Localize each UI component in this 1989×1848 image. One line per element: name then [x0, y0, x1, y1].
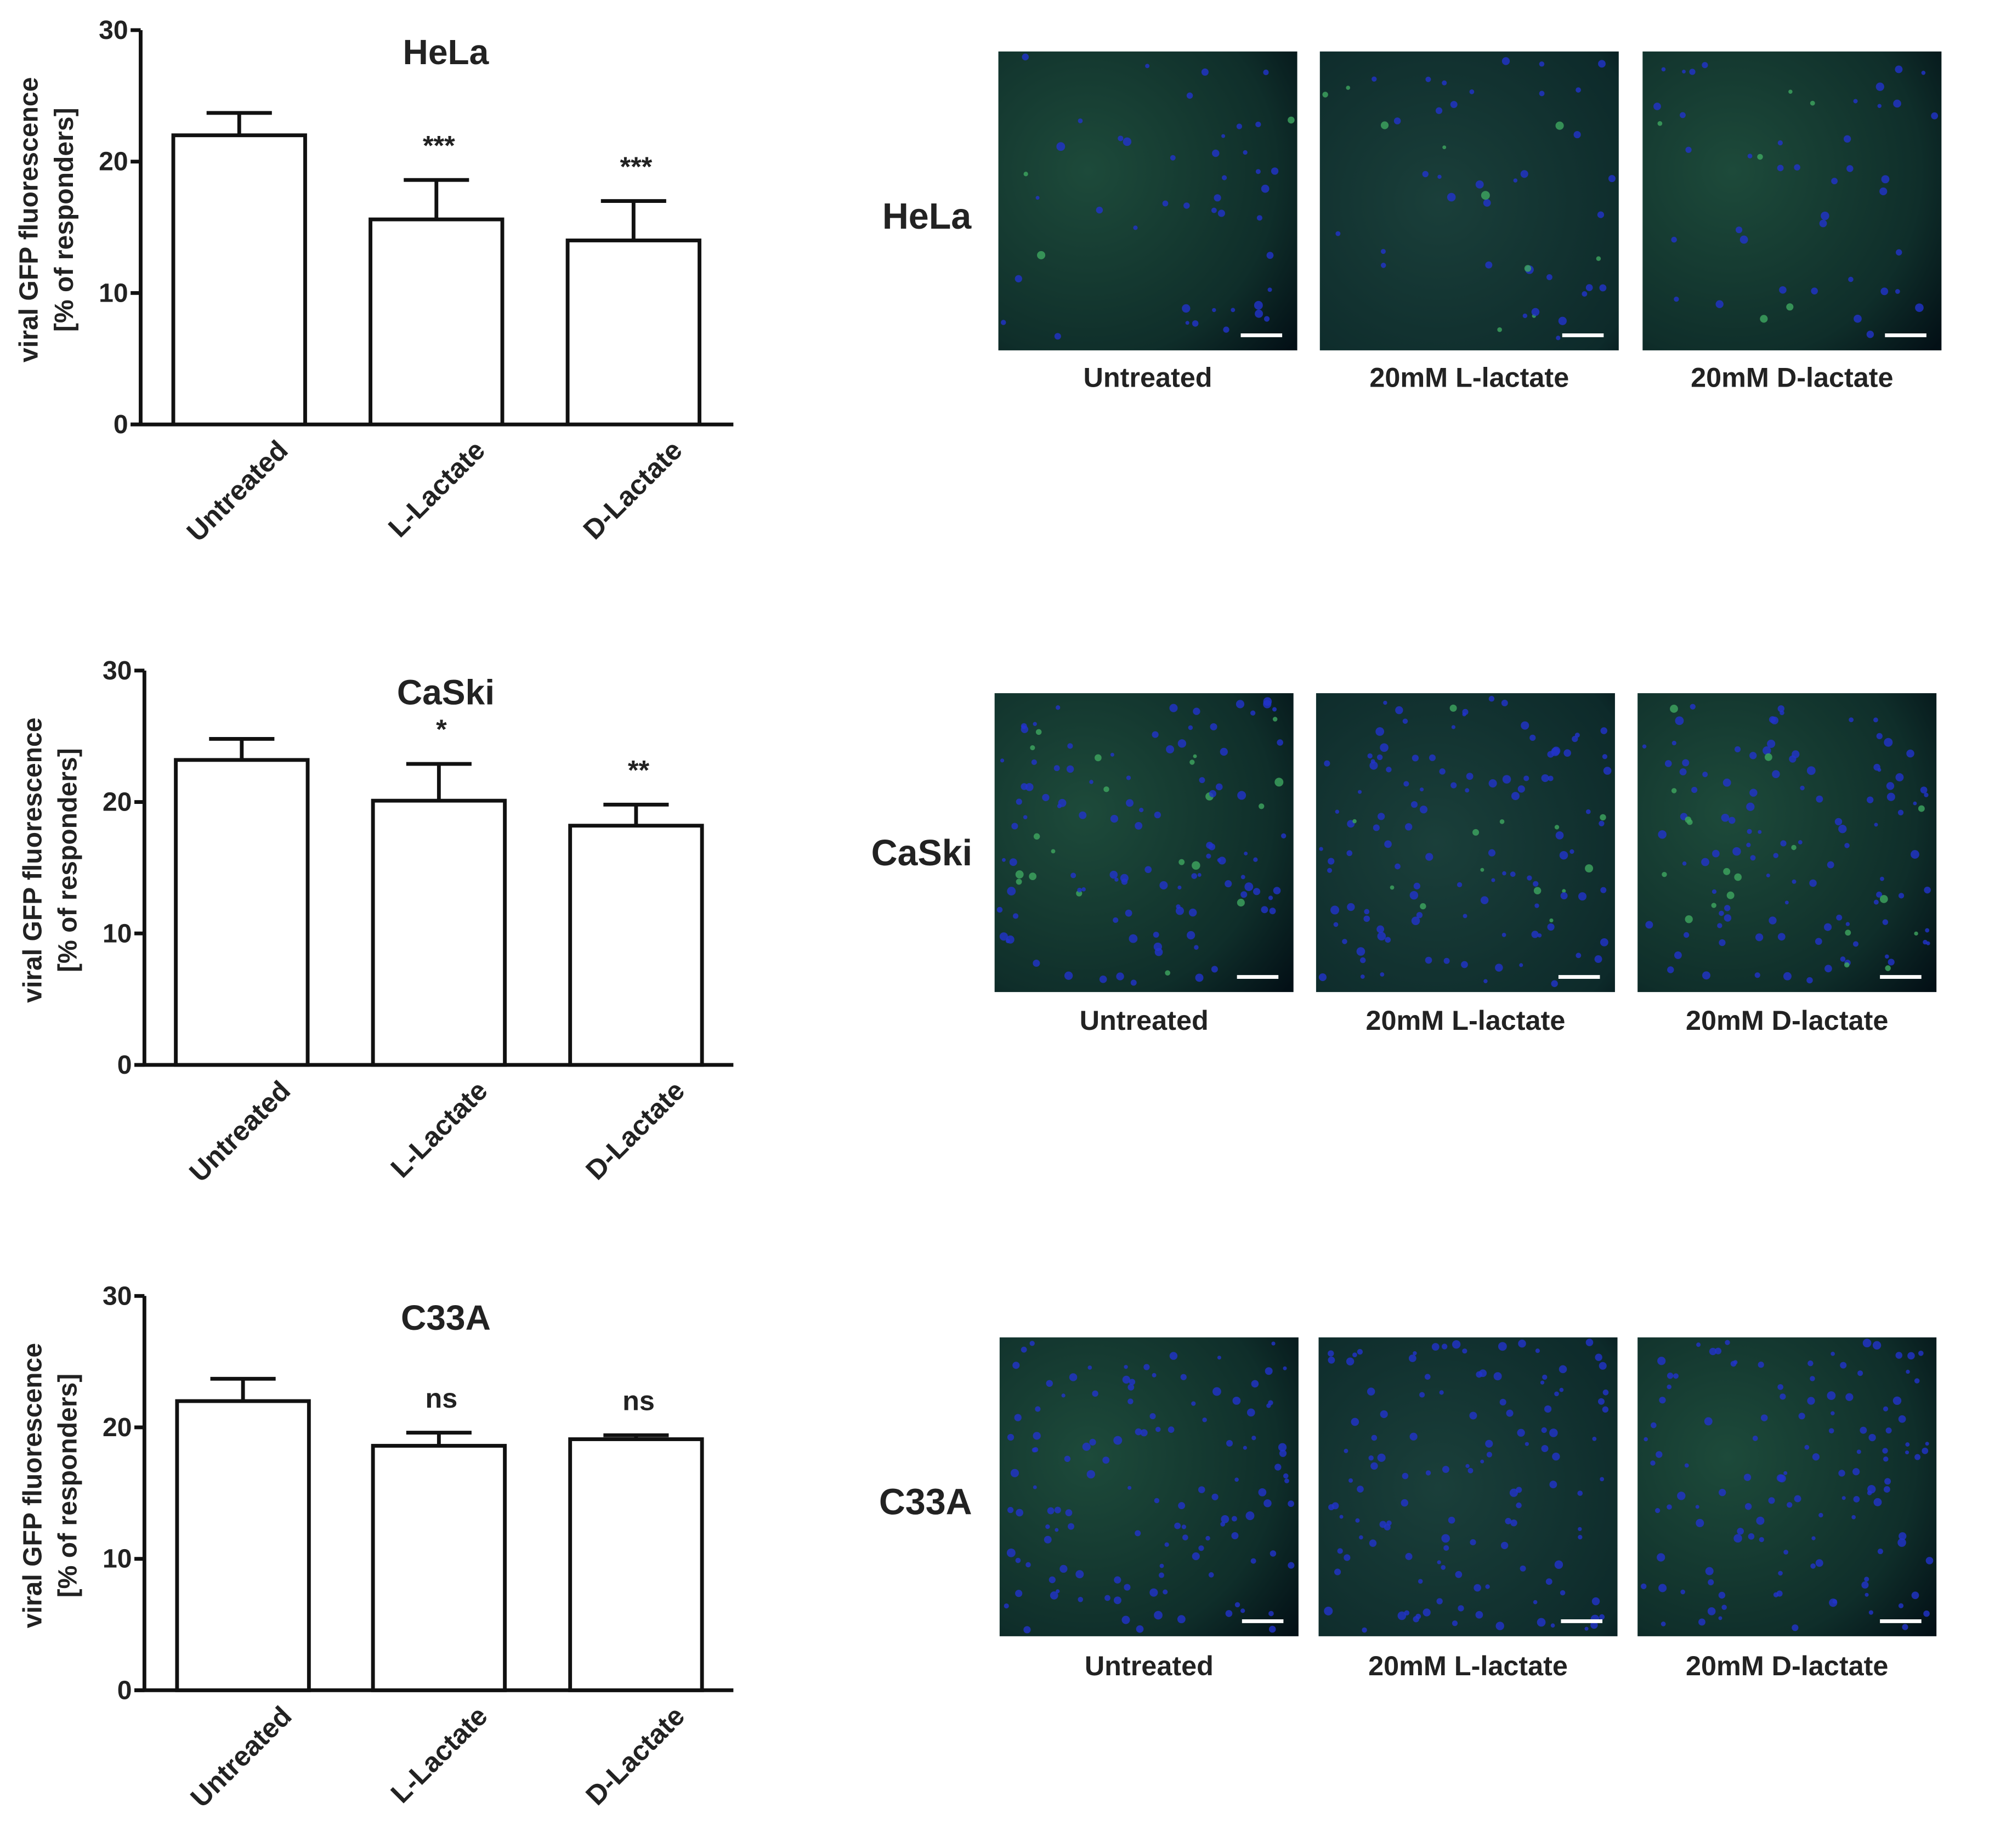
- y-axis-label: [% of responders]: [53, 1374, 83, 1598]
- y-tick-label: 0: [117, 1675, 132, 1705]
- y-tick-label: 20: [103, 787, 132, 817]
- x-tick-label: L-Lactate: [384, 1075, 494, 1184]
- micrograph: [1316, 693, 1615, 993]
- cells: [996, 697, 1287, 986]
- x-tick-label: Untreated: [183, 1075, 297, 1188]
- x-tick-label: D-Lactate: [580, 1700, 691, 1811]
- micrograph: [1319, 51, 1619, 350]
- y-tick-label: 10: [99, 278, 128, 308]
- caption: 20mM L-lactate: [1368, 1650, 1568, 1681]
- caption: Untreated: [1085, 1650, 1214, 1681]
- bar: [371, 798, 507, 1067]
- x-tick-label: D-Lactate: [580, 1075, 691, 1186]
- x-tick-label: D-Lactate: [577, 434, 688, 546]
- bar: [174, 758, 310, 1067]
- chart-title: C33A: [401, 1298, 491, 1337]
- y-axis-label: viral GFP fluorescence: [14, 77, 44, 362]
- caption: 20mM L-lactate: [1369, 361, 1569, 393]
- significance: ns: [426, 1382, 458, 1414]
- cells: [1641, 1339, 1934, 1631]
- cells: [1000, 53, 1295, 340]
- chart-title: CaSki: [397, 673, 495, 712]
- cells: [1318, 696, 1612, 987]
- caption: 20mM D-lactate: [1691, 361, 1893, 393]
- y-tick-label: 30: [99, 15, 128, 45]
- caption: Untreated: [1084, 361, 1212, 393]
- cells: [1004, 1341, 1295, 1634]
- y-tick-label: 0: [114, 410, 128, 439]
- significance: ***: [620, 151, 652, 182]
- y-tick-label: 10: [103, 919, 132, 948]
- row-label: C33A: [879, 1482, 972, 1523]
- caption: 20mM D-lactate: [1686, 1650, 1888, 1681]
- y-axis-label: [% of responders]: [53, 748, 83, 972]
- x-tick-label: L-Lactate: [382, 434, 491, 543]
- bar: [565, 239, 701, 427]
- micrograph: [994, 693, 1294, 993]
- x-tick-label: Untreated: [184, 1700, 298, 1813]
- row-label: CaSki: [871, 833, 973, 874]
- bar: [568, 824, 704, 1067]
- significance: *: [436, 713, 447, 745]
- cells: [1322, 57, 1616, 341]
- y-tick-label: 20: [103, 1413, 132, 1442]
- micrograph: [1642, 51, 1942, 350]
- y-tick-label: 10: [103, 1544, 132, 1574]
- chart-title: HeLa: [403, 32, 490, 72]
- x-tick-label: L-Lactate: [384, 1700, 494, 1809]
- cells: [1653, 62, 1939, 338]
- caption: 20mM L-lactate: [1366, 1005, 1566, 1036]
- y-axis-label: [% of responders]: [49, 107, 79, 332]
- micrograph: [998, 51, 1297, 350]
- micrograph: [1637, 693, 1937, 993]
- significance: ***: [423, 129, 455, 161]
- caption: Untreated: [1080, 1005, 1209, 1036]
- row-label: HeLa: [882, 196, 972, 237]
- cells: [1642, 704, 1931, 984]
- cells: [1324, 1339, 1609, 1633]
- y-axis-label: viral GFP fluorescence: [18, 718, 48, 1003]
- bar: [171, 133, 307, 427]
- y-tick-label: 30: [103, 1281, 132, 1311]
- y-axis-label: viral GFP fluorescence: [18, 1343, 48, 1628]
- y-tick-label: 20: [99, 147, 128, 177]
- significance: **: [628, 755, 650, 786]
- significance: ns: [622, 1385, 655, 1416]
- y-tick-label: 30: [103, 656, 132, 685]
- y-tick-label: 0: [117, 1050, 132, 1080]
- micrograph: [999, 1337, 1299, 1636]
- micrograph: [1318, 1337, 1618, 1636]
- bar: [568, 1437, 704, 1692]
- bar: [369, 217, 505, 427]
- caption: 20mM D-lactate: [1686, 1005, 1888, 1036]
- x-tick-label: Untreated: [180, 434, 294, 548]
- bar: [175, 1399, 311, 1692]
- bar: [371, 1444, 507, 1692]
